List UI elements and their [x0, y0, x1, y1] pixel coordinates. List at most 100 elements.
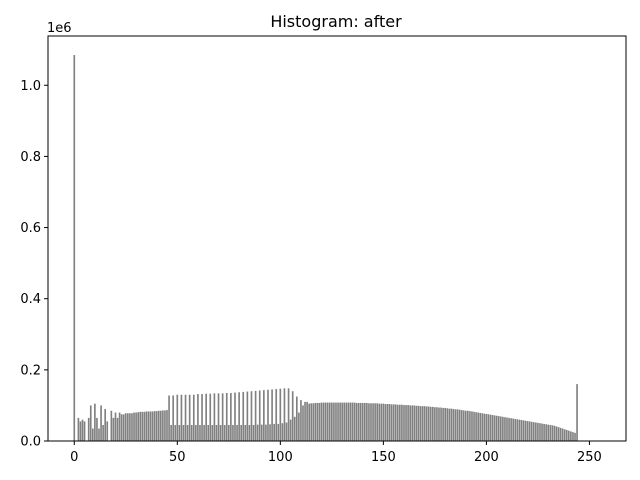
histogram-bar-200 [485, 413, 488, 441]
histogram-bar-54 [184, 394, 187, 441]
histogram-bar-63 [203, 424, 205, 441]
histogram-bar-117 [314, 402, 317, 441]
histogram-bar-87 [252, 424, 255, 441]
histogram-bar-240 [567, 430, 570, 441]
histogram-bar-213 [512, 418, 515, 441]
histogram-bar-168 [419, 406, 422, 441]
histogram-bar-47 [170, 424, 172, 441]
histogram-bar-100 [279, 388, 282, 441]
histogram-bar-206 [497, 416, 500, 441]
x-tick-label: 100 [268, 450, 293, 465]
histogram-bar-50 [176, 394, 179, 441]
histogram-bar-80 [238, 392, 240, 441]
histogram-bar-165 [413, 405, 416, 441]
histogram-bar-31 [137, 412, 139, 441]
histogram-bar-112 [304, 401, 306, 441]
histogram-bar-181 [446, 408, 449, 441]
histogram-bar-92 [263, 390, 265, 441]
histogram-bar-89 [256, 424, 259, 441]
histogram-bar-141 [363, 402, 366, 441]
histogram-bar-15 [104, 408, 107, 441]
histogram-bar-28 [131, 413, 133, 441]
histogram-bar-166 [415, 405, 418, 441]
histogram-bar-152 [386, 404, 389, 441]
histogram-bar-127 [335, 402, 337, 441]
histogram-bar-232 [551, 425, 554, 441]
histogram-bar-205 [495, 415, 498, 441]
histogram-bar-171 [425, 406, 428, 441]
histogram-bar-8 [89, 405, 92, 441]
histogram-bar-74 [225, 392, 228, 441]
histogram-bar-90 [258, 390, 261, 441]
histogram-bar-242 [572, 432, 574, 441]
x-tick-label: 0 [70, 450, 78, 465]
histogram-bar-147 [376, 403, 379, 441]
histogram-bar-103 [285, 422, 288, 441]
histogram-bar-22 [118, 412, 121, 441]
histogram-bar-18 [110, 410, 113, 441]
histogram-bar-177 [438, 407, 440, 441]
histogram-bar-169 [421, 406, 424, 441]
histogram-bar-75 [227, 424, 230, 441]
histogram-bar-65 [207, 424, 210, 441]
histogram-bar-144 [370, 403, 372, 441]
histogram-bar-129 [339, 402, 341, 441]
histogram-bar-95 [269, 424, 271, 441]
y-tick-label: 0.2 [20, 363, 41, 378]
histogram-bar-148 [378, 403, 381, 441]
histogram-bar-111 [302, 405, 304, 441]
histogram-bar-231 [549, 424, 552, 441]
histogram-bar-119 [318, 402, 321, 441]
histogram-bar-77 [232, 424, 234, 441]
histogram-bar-4 [81, 419, 84, 441]
histogram-bar-229 [545, 424, 547, 441]
histogram-bar-236 [559, 427, 562, 441]
histogram-bar-243 [574, 432, 576, 441]
y-tick-label: 1.0 [20, 79, 41, 94]
histogram-bar-163 [409, 405, 411, 441]
histogram-bar-35 [145, 411, 148, 441]
histogram-bar-238 [563, 429, 566, 441]
histogram-bar-94 [267, 389, 269, 441]
histogram-bar-25 [124, 413, 127, 441]
histogram-bar-124 [328, 402, 331, 441]
histogram-bar-183 [450, 408, 453, 441]
histogram-bar-139 [359, 402, 362, 441]
histogram-bar-76 [230, 392, 232, 441]
histogram-bar-84 [246, 391, 249, 441]
histogram-bar-105 [289, 419, 292, 441]
histogram-bar-102 [283, 388, 286, 441]
histogram-bar-48 [172, 395, 175, 441]
histogram-bar-203 [491, 415, 494, 441]
y-tick-label: 0.6 [20, 221, 41, 236]
histogram-bar-83 [244, 424, 247, 441]
histogram-bar-160 [403, 405, 405, 441]
histogram-bar-33 [141, 411, 144, 441]
histogram-bar-5 [83, 421, 86, 441]
histogram-bar-120 [320, 402, 323, 441]
histogram-bar-140 [361, 402, 364, 441]
histogram-bar-101 [281, 423, 284, 441]
histogram-bar-167 [417, 405, 420, 441]
histogram-bar-7 [87, 417, 90, 441]
histogram-bar-88 [254, 390, 257, 441]
histogram-bar-134 [349, 402, 352, 441]
histogram-bar-199 [483, 413, 486, 441]
histogram-bar-185 [454, 409, 457, 441]
y-axis: 0.0 0.2 0.4 0.6 0.8 1.0 [20, 79, 48, 450]
histogram-bar-121 [322, 402, 325, 441]
histogram-bar-72 [221, 393, 224, 441]
histogram-bar-164 [411, 405, 414, 441]
histogram-bar-201 [487, 414, 490, 441]
histogram-bar-212 [510, 418, 512, 441]
y-axis-offset-label: 1e6 [47, 21, 72, 36]
chart-title: Histogram: after [270, 12, 402, 31]
histogram-bar-110 [300, 400, 302, 441]
histogram-bar-114 [308, 403, 311, 441]
histogram-bar-107 [293, 416, 296, 441]
histogram-bar-225 [537, 422, 539, 441]
histogram-bar-156 [394, 404, 397, 441]
histogram-bar-194 [473, 411, 475, 441]
histogram-bar-51 [178, 424, 181, 441]
